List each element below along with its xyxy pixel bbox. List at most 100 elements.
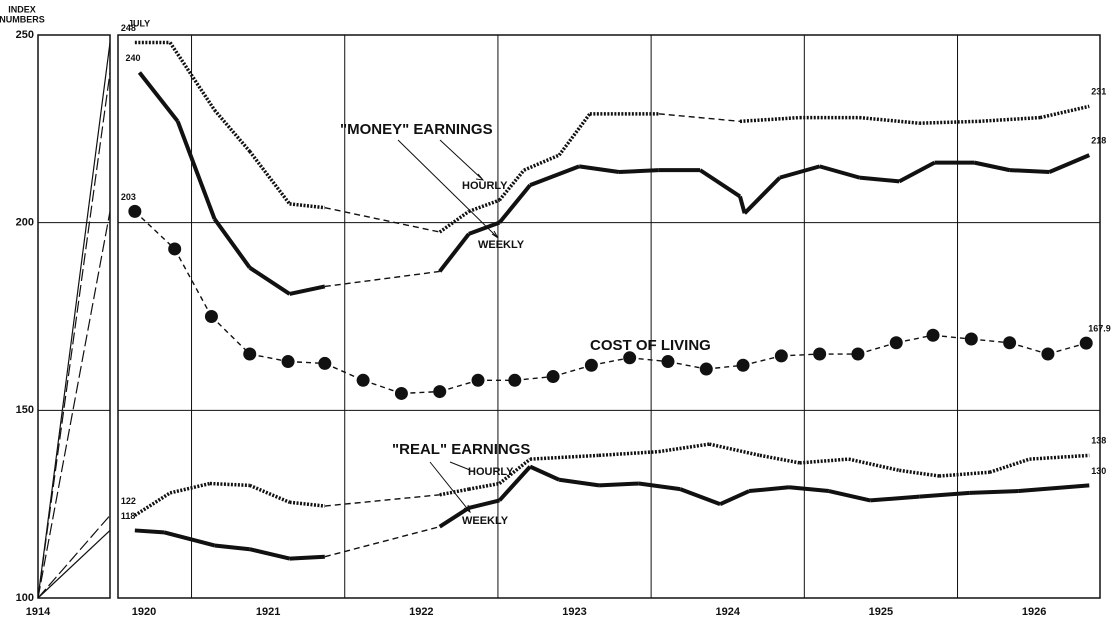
line-segment	[289, 500, 326, 508]
x-tick-label: 1925	[869, 606, 893, 618]
point	[736, 358, 750, 372]
point	[1003, 336, 1017, 350]
line-segment	[214, 543, 250, 552]
line-segment	[779, 164, 821, 180]
line-segment	[557, 112, 592, 157]
line-segment	[1048, 153, 1091, 174]
line-segment	[708, 442, 761, 458]
line-segment	[898, 160, 936, 184]
line-segment	[989, 457, 1031, 474]
line-segment	[134, 528, 165, 535]
line-segment	[618, 168, 659, 174]
point	[281, 355, 295, 369]
line-segment	[438, 232, 471, 273]
line-segment	[859, 115, 920, 125]
line-segment	[679, 487, 721, 507]
line-segment	[1029, 453, 1090, 461]
line-segment	[530, 453, 600, 461]
line-segment	[799, 457, 849, 465]
line-segment	[168, 41, 216, 112]
line-segment	[249, 483, 291, 504]
point	[1079, 336, 1093, 350]
y-label: NUMBERS	[0, 14, 45, 24]
line-segment	[210, 316, 251, 355]
annotation: HOURLY	[468, 466, 514, 478]
line-segment	[1018, 483, 1090, 494]
value-label: 138	[1091, 436, 1106, 446]
line-segment	[578, 164, 620, 174]
line-segment	[324, 206, 440, 233]
value-label: 130	[1091, 466, 1106, 476]
line-segment	[848, 457, 900, 473]
line-segment	[212, 217, 252, 269]
x-tick-label: 1924	[715, 606, 740, 618]
point	[813, 347, 827, 361]
line-segment	[939, 470, 990, 478]
line-segment	[468, 481, 500, 491]
line-segment	[468, 498, 500, 510]
line-segment	[438, 506, 470, 529]
point	[661, 355, 675, 369]
line-segment	[1039, 104, 1090, 120]
line-segment	[1009, 342, 1049, 355]
line-segment	[658, 442, 710, 454]
line-segment	[591, 357, 630, 366]
x-tick-label: 1914	[26, 606, 51, 618]
y-tick-label: 150	[16, 404, 34, 416]
point	[699, 362, 713, 376]
line-segment	[468, 198, 501, 214]
line-segment	[438, 209, 470, 234]
line-segment	[1047, 342, 1087, 355]
note: JULY	[128, 18, 150, 28]
base-line	[37, 42, 111, 599]
line-segment	[899, 468, 940, 478]
line-segment	[468, 220, 501, 236]
line-segment	[163, 530, 216, 548]
line-segment	[523, 153, 560, 172]
line-segment	[558, 477, 600, 488]
line-segment	[978, 115, 1041, 124]
line-segment	[529, 464, 561, 482]
line-segment	[169, 481, 211, 495]
line-segment	[742, 355, 782, 366]
line-segment	[719, 489, 750, 506]
line-segment	[859, 175, 900, 184]
line-segment	[289, 202, 326, 210]
value-label: 231	[1091, 87, 1106, 97]
x-tick-label: 1926	[1022, 606, 1046, 618]
line-segment	[667, 360, 707, 370]
point	[584, 358, 598, 372]
line-segment	[289, 284, 326, 296]
line-segment	[743, 176, 782, 215]
line-segment	[1009, 168, 1050, 174]
value-label: 248	[121, 23, 136, 33]
line-segment	[629, 357, 669, 363]
line-segment	[249, 353, 289, 363]
line-segment	[759, 453, 801, 465]
line-segment	[209, 481, 250, 488]
x-tick-label: 1922	[409, 606, 433, 618]
point	[433, 385, 447, 399]
point	[243, 347, 257, 361]
line-segment	[932, 334, 972, 340]
line-segment	[137, 71, 180, 123]
line-segment	[788, 485, 830, 494]
point	[774, 349, 788, 363]
line-segment	[498, 169, 526, 202]
plot-frame	[117, 34, 1101, 599]
annotation: HOURLY	[462, 180, 508, 192]
line-segment	[828, 489, 871, 503]
annotation: WEEKLY	[462, 515, 509, 527]
base-line	[37, 211, 111, 599]
line-segment	[919, 119, 980, 125]
line-segment	[598, 449, 659, 458]
value-label: 122	[121, 496, 136, 506]
line-segment	[133, 491, 172, 517]
line-segment	[748, 485, 790, 494]
point	[318, 356, 332, 370]
point	[889, 336, 903, 350]
line-segment	[324, 270, 440, 288]
y-tick-label: 200	[16, 217, 34, 229]
value-label: 167.9	[1088, 324, 1111, 334]
